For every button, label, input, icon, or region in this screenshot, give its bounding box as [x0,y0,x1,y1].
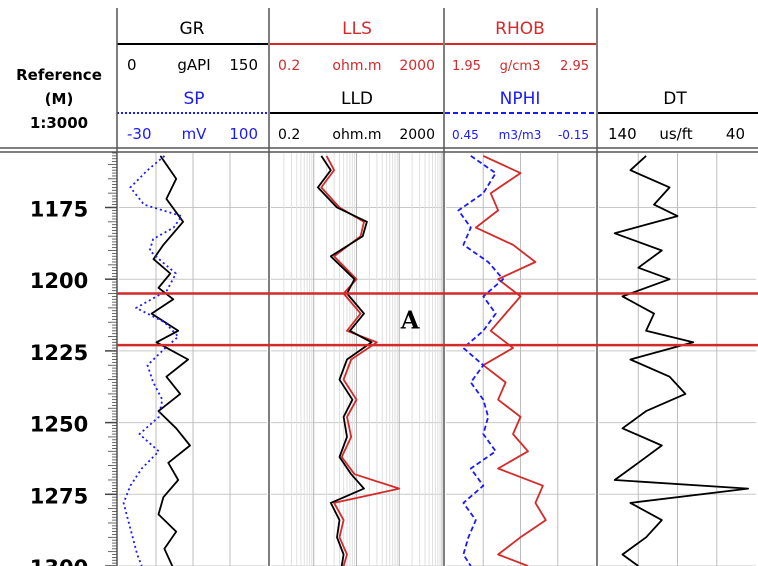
lld-scale-min: 0.2 [278,127,300,143]
sp-curve [122,155,183,566]
track-dt-header: DT 140 us/ft 40 [598,89,758,143]
lls-scale-min: 0.2 [278,58,300,74]
depth-tick-label: 1275 [30,484,88,508]
lls-curve [320,155,401,566]
sp-scale-max: 100 [229,125,258,143]
zone-label: A [400,305,420,334]
lld-scale-max: 2000 [399,127,435,143]
rhob-scale-max: 2.95 [560,59,589,74]
lld-curve [316,155,373,566]
depth-tick-label: 1200 [30,269,88,293]
depth-tick-label: 1250 [30,413,88,437]
lls-curve-name: LLS [342,19,372,39]
reference-header: Reference (M) 1:3000 [16,66,102,132]
track-grids [119,153,756,566]
dt-scale-min: 140 [608,125,637,143]
track-rhob-nphi-header: RHOB 1.95 g/cm3 2.95 NPHI 0.45 m3/m3 -0.… [445,19,596,142]
zone-markers: A [117,292,758,347]
sp-scale-min: -30 [127,125,152,143]
rhob-unit: g/cm3 [500,59,541,74]
log-curves [122,155,749,566]
rhob-curve-name: RHOB [495,19,545,39]
reference-unit: (M) [45,90,74,108]
dt-curve-name: DT [663,89,687,109]
nphi-unit: m3/m3 [499,128,542,142]
gr-curve-name: GR [180,19,205,39]
lls-unit: ohm.m [332,58,381,74]
track-lls-lld-header: LLS 0.2 ohm.m 2000 LLD 0.2 ohm.m 2000 [270,19,443,143]
dt-curve [613,155,749,566]
depth-axis: 1175 1200 1225 1250 1275 1300 [30,152,117,566]
gr-scale-max: 150 [229,56,258,74]
depth-tick-label: 1300 [30,556,88,566]
lld-curve-name: LLD [341,89,373,109]
dt-scale-max: 40 [726,125,745,143]
depth-tick-label: 1225 [30,341,88,365]
reference-title: Reference [16,66,102,84]
log-frame [0,8,758,566]
gr-curve [150,155,191,566]
rhob-curve [474,155,547,566]
nphi-scale-max: -0.15 [558,128,589,142]
sp-unit: mV [182,125,208,143]
nphi-curve-name: NPHI [500,89,541,109]
dt-unit: us/ft [659,125,692,143]
reference-scale: 1:3000 [30,114,88,132]
nphi-scale-min: 0.45 [452,128,479,142]
rhob-scale-min: 1.95 [452,59,481,74]
nphi-curve [457,155,505,566]
track-gr-sp-header: GR 0 gAPI 150 SP -30 mV 100 [117,19,268,143]
gr-unit: gAPI [177,56,210,74]
gr-scale-min: 0 [127,56,137,74]
sp-curve-name: SP [183,89,204,109]
lld-unit: ohm.m [332,127,381,143]
lls-scale-max: 2000 [399,58,435,74]
depth-tick-label: 1175 [30,197,88,221]
